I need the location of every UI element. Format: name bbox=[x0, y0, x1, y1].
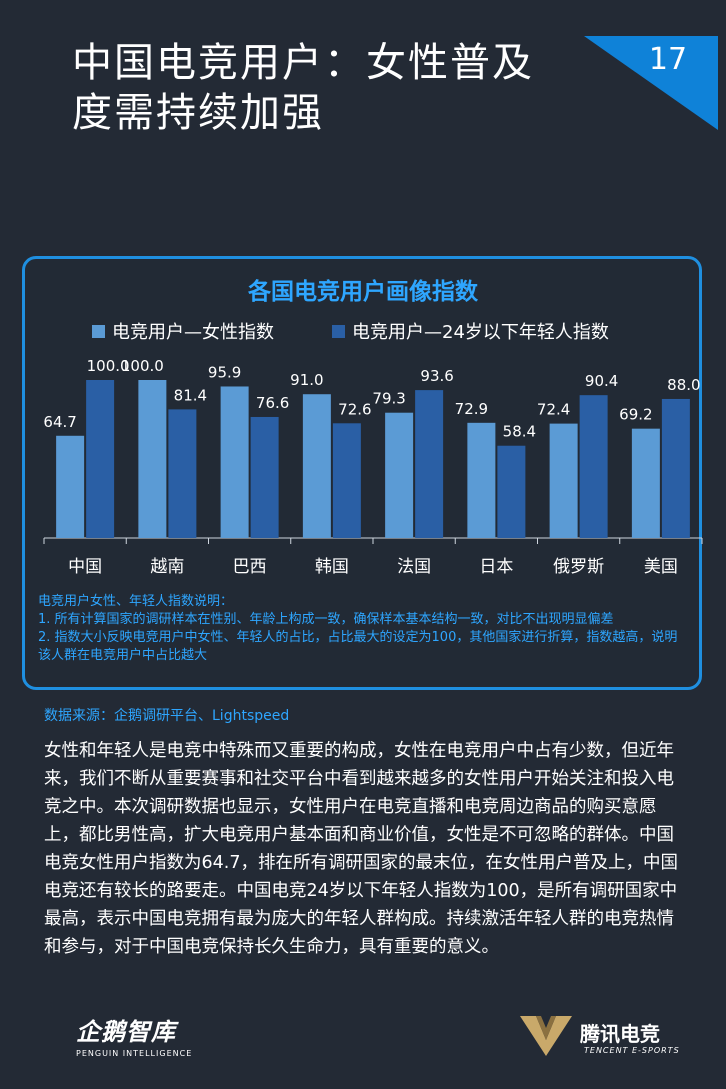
bar-young-2 bbox=[250, 416, 279, 538]
notes-line-1: 1. 所有计算国家的调研样本在性别、年龄上构成一致，确保样本基本结构一致，对比不… bbox=[38, 612, 614, 627]
bar-young-7 bbox=[661, 398, 690, 538]
v-emblem-icon bbox=[520, 1016, 572, 1056]
data-label-female-3: 91.0 bbox=[290, 371, 323, 389]
legend-swatch-female bbox=[92, 324, 105, 338]
data-label-female-6: 72.4 bbox=[537, 401, 570, 419]
data-label-female-4: 79.3 bbox=[372, 390, 405, 408]
data-label-young-7: 88.0 bbox=[667, 376, 700, 394]
data-label-young-4: 93.6 bbox=[420, 367, 453, 385]
data-label-young-0: 100.0 bbox=[87, 357, 130, 375]
data-label-young-5: 58.4 bbox=[503, 423, 536, 441]
bar-female-0 bbox=[56, 435, 85, 538]
category-label-2: 巴西 bbox=[233, 557, 267, 577]
category-label-6: 俄罗斯 bbox=[553, 557, 604, 577]
right-logo-name: 腾讯电竞 bbox=[580, 1022, 660, 1046]
bar-female-2 bbox=[220, 386, 249, 538]
data-label-young-3: 72.6 bbox=[338, 400, 371, 418]
bar-female-7 bbox=[631, 428, 660, 538]
tencent-esports-logo: 腾讯电竞 TENCENT E-SPORTS bbox=[518, 1014, 708, 1064]
data-label-female-1: 100.0 bbox=[121, 357, 164, 375]
penguin-intelligence-logo: 企鹅智库 PENGUIN INTELLIGENCE bbox=[76, 1012, 206, 1062]
left-logo-sub: PENGUIN INTELLIGENCE bbox=[76, 1049, 193, 1058]
legend-label-female: 电竞用户—女性指数 bbox=[112, 322, 274, 343]
data-label-young-1: 81.4 bbox=[174, 386, 207, 404]
bar-young-3 bbox=[332, 423, 361, 538]
category-label-1: 越南 bbox=[150, 557, 184, 577]
data-label-young-2: 76.6 bbox=[256, 394, 289, 412]
chart-notes: 电竞用户女性、年轻人指数说明： 1. 所有计算国家的调研样本在性别、年龄上构成一… bbox=[38, 593, 686, 665]
right-logo-sub: TENCENT E-SPORTS bbox=[584, 1046, 680, 1055]
notes-line-2: 2. 指数大小反映电竞用户中女性、年轻人的占比，占比最大的设定为100，其他国家… bbox=[38, 630, 678, 663]
bar-young-0 bbox=[86, 380, 115, 538]
bar-female-3 bbox=[302, 394, 331, 538]
notes-heading: 电竞用户女性、年轻人指数说明： bbox=[38, 594, 234, 609]
bar-female-1 bbox=[138, 380, 167, 538]
data-label-female-7: 69.2 bbox=[619, 406, 652, 424]
left-logo-name: 企鹅智库 bbox=[76, 1018, 176, 1046]
legend-item-female: 电竞用户—女性指数 bbox=[92, 318, 274, 344]
data-label-female-2: 95.9 bbox=[208, 363, 241, 381]
legend-swatch-young bbox=[332, 324, 345, 338]
corner-triangle bbox=[576, 0, 726, 130]
category-label-4: 法国 bbox=[397, 557, 431, 577]
data-label-female-5: 72.9 bbox=[455, 400, 488, 418]
bar-female-6 bbox=[549, 423, 578, 538]
data-label-female-0: 64.7 bbox=[43, 413, 76, 431]
data-source: 数据来源：企鹅调研平台、Lightspeed bbox=[44, 708, 290, 724]
bar-female-5 bbox=[467, 422, 496, 538]
bar-young-6 bbox=[579, 395, 608, 538]
chart-legend: 电竞用户—女性指数 电竞用户—24岁以下年轻人指数 bbox=[0, 318, 726, 346]
data-label-young-6: 90.4 bbox=[585, 372, 618, 390]
category-label-7: 美国 bbox=[644, 557, 678, 577]
category-label-3: 韩国 bbox=[315, 557, 349, 577]
body-text: 女性和年轻人是电竞中特殊而又重要的构成，女性在电竞用户中占有少数，但近年来，我们… bbox=[44, 741, 678, 957]
bar-female-4 bbox=[385, 412, 414, 538]
legend-item-young: 电竞用户—24岁以下年轻人指数 bbox=[332, 318, 609, 344]
category-label-0: 中国 bbox=[68, 557, 102, 577]
legend-label-young: 电竞用户—24岁以下年轻人指数 bbox=[352, 322, 609, 343]
page-title: 中国电竞用户：女性普及度需持续加强 bbox=[72, 40, 534, 136]
page-number: 17 bbox=[648, 42, 688, 77]
bar-young-1 bbox=[168, 409, 197, 538]
category-label-5: 日本 bbox=[479, 557, 513, 577]
bar-chart: 64.7 100.0 中国 100.0 81.4 越南 95.9 76.6 巴西 91.0 72.6… bbox=[43, 357, 703, 577]
bar-young-4 bbox=[415, 390, 444, 538]
bar-young-5 bbox=[497, 445, 526, 538]
chart-title: 各国电竞用户画像指数 bbox=[248, 279, 478, 305]
